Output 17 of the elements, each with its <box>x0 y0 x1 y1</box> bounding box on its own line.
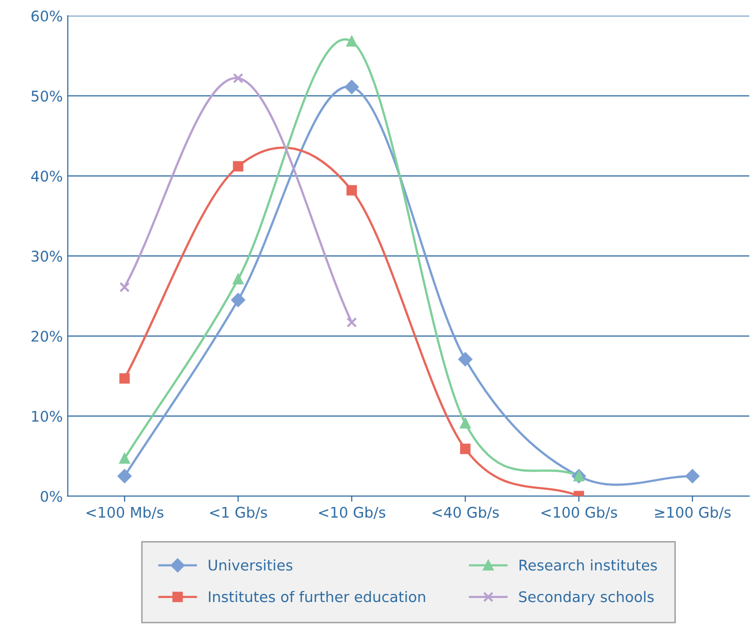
y-tick-label: 40% <box>31 170 62 182</box>
x-tick-label: ≥100 Gb/s <box>655 506 731 519</box>
y-tick-label: 60% <box>32 10 62 22</box>
x-tick-label: <1 Gb/s <box>210 506 268 519</box>
x-tick-label: <10 Gb/s <box>319 506 386 519</box>
y-tick-label: 10% <box>32 410 62 422</box>
y-tick-label: 50% <box>32 90 62 102</box>
x-tick-label: <40 Gb/s <box>432 506 499 519</box>
legend-label: Universities <box>208 559 292 571</box>
y-tick-label: 0% <box>40 490 62 502</box>
y-tick-label: 20% <box>32 330 62 342</box>
x-tick-label: <100 Mb/s <box>86 506 164 519</box>
x-tick-label: <100 Gb/s <box>542 506 618 519</box>
y-tick-label: 30% <box>32 250 62 262</box>
legend-label: Institutes of further education <box>208 590 426 602</box>
legend-label: Secondary schools <box>519 590 654 606</box>
legend-label: Research institutes <box>520 559 657 571</box>
